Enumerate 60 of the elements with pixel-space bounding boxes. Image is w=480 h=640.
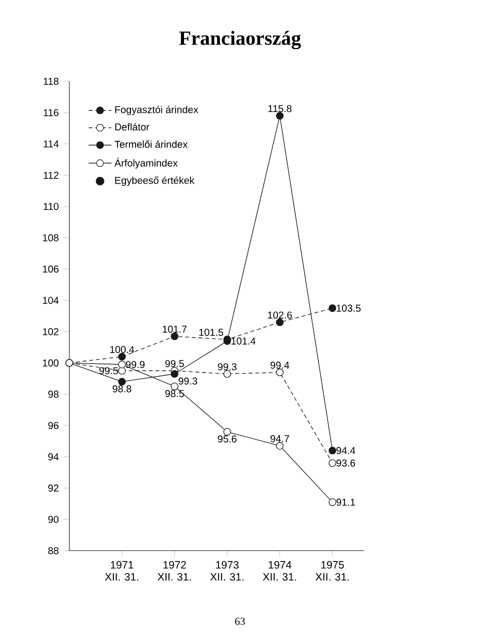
point	[170, 382, 178, 390]
text: 63	[235, 618, 245, 625]
data-label: 100.4	[110, 346, 134, 354]
y-tick-label: 102	[43, 328, 58, 336]
y-tick-label: 94	[48, 453, 59, 460]
point	[328, 498, 336, 506]
x-tick-label: 1971 XII. 31.	[104, 561, 138, 581]
data-label: 101.5	[199, 328, 224, 336]
chart-title: Franciaország	[179, 30, 301, 50]
y-tick-label: 96	[48, 422, 58, 430]
data-label: 99.9	[126, 360, 145, 368]
point	[276, 442, 284, 450]
data-label: 95.6	[218, 435, 236, 442]
x-tick-label: 1974 XII. 31.	[262, 561, 296, 581]
y-tick-label: 100	[43, 359, 59, 366]
y-tick-label: 110	[44, 202, 59, 210]
y-tick-label: 116	[44, 109, 58, 116]
legend-label: Fogyasztói árindex	[115, 106, 198, 116]
data-label: 101.7	[162, 326, 187, 333]
y-tick-label: 106	[43, 266, 58, 273]
legend-label: Termelői árindex	[114, 140, 188, 148]
y-tick-label: 90	[48, 516, 59, 523]
data-label: 102.6	[268, 312, 292, 319]
data-label: 99.5	[165, 360, 184, 368]
data-label: 98.5	[165, 390, 184, 398]
x-tick-label: 1973 XII. 31.	[210, 561, 244, 581]
data-label: 94.4	[336, 447, 356, 454]
data-label: 99.3	[218, 363, 236, 370]
point	[276, 368, 284, 376]
point	[223, 370, 231, 378]
y-tick-label: 104	[43, 296, 59, 304]
data-label: 99.3	[178, 377, 198, 385]
data-label: 99.4	[270, 362, 290, 369]
x-tick-label: 1972 XII. 31.	[158, 561, 191, 581]
point	[328, 304, 336, 312]
x-tick-label: 1975 XII. 31.	[315, 561, 349, 581]
data-label: 99.5	[99, 367, 118, 374]
y-tick-label: 112	[44, 172, 58, 179]
data-label: 93.6	[336, 460, 356, 467]
legend-label: Deflátor	[115, 123, 150, 131]
legend-label: Egybeeső értékek	[115, 176, 194, 186]
point	[328, 459, 336, 467]
point	[170, 370, 178, 378]
y-tick-label: 88	[48, 547, 58, 554]
y-tick-label: 108	[43, 234, 58, 242]
data-label: 94.7	[270, 435, 290, 442]
y-tick-label: 98	[48, 390, 58, 398]
y-tick-label: 114	[44, 140, 59, 148]
data-label: 101.4	[232, 337, 256, 345]
point	[118, 366, 126, 375]
point	[118, 360, 126, 368]
data-label: 115.8	[268, 105, 292, 112]
data-label: 91.1	[336, 498, 356, 506]
point	[328, 446, 336, 454]
point	[170, 332, 178, 340]
y-tick-label: 92	[48, 484, 58, 492]
legend-label: Árfolyamindex	[114, 158, 178, 169]
data-label: 98.8	[112, 385, 132, 392]
data-label: 103.5	[336, 304, 361, 312]
y-tick-label: 118	[44, 78, 58, 85]
